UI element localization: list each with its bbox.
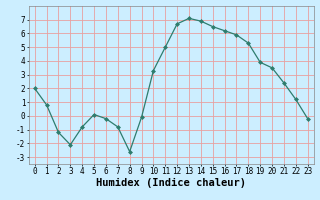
X-axis label: Humidex (Indice chaleur): Humidex (Indice chaleur) [96, 178, 246, 188]
